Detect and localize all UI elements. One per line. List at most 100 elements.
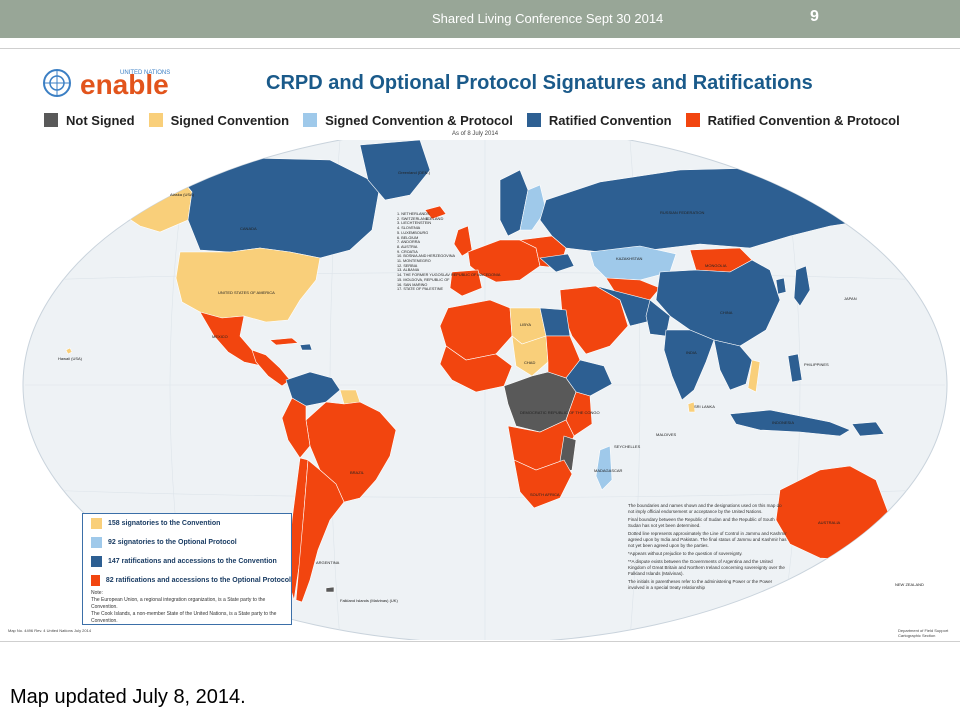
label-seychelles: SEYCHELLES: [614, 444, 641, 449]
counts-note-title: Note:: [91, 590, 103, 596]
europe-list-item: 4. SLOVENIA: [397, 226, 421, 231]
europe-list-item: 7. ANDORRA: [397, 240, 420, 245]
papua-new-guinea: [851, 421, 885, 437]
label-alaska: Alaska (USA): [170, 192, 195, 197]
label-india: INDIA: [686, 350, 697, 355]
label-dr-congo: DEMOCRATIC REPUBLIC OF THE CONGO: [520, 410, 600, 415]
label-libya: LIBYA: [520, 322, 532, 327]
legend-swatch: [44, 113, 58, 127]
peru-bolivia: [281, 397, 311, 459]
label-china: CHINA: [720, 310, 733, 315]
iberia: [449, 269, 483, 297]
disclaimer-note: The initials in parentheses refer to the…: [628, 579, 773, 590]
un-enable-logo: enable UNITED NATIONS: [43, 69, 170, 100]
counts-label: 82 ratifications and accessions to the O…: [105, 577, 291, 584]
europe-list-item: 15. MOLDOVA, REPUBLIC OF: [397, 277, 450, 282]
usa: [175, 247, 321, 323]
label-philippines: PHILIPPINES: [804, 362, 829, 367]
label-madagascar: MADAGASCAR: [594, 468, 623, 473]
counts-label: 92 signatories to the Optional Protocol: [108, 539, 237, 546]
logo-small-text: UNITED NATIONS: [120, 70, 170, 76]
india: [663, 329, 715, 401]
disclaimer-note: *Appears without prejudice to the questi…: [628, 551, 743, 556]
falklands: [325, 586, 335, 593]
madagascar: [595, 445, 613, 491]
southern-africa: [513, 459, 573, 509]
legend-swatch: [526, 113, 541, 127]
label-brazil: BRAZIL: [350, 470, 365, 475]
japan: [793, 265, 811, 307]
europe-numbered-list: 1. NETHERLANDS 2. SWITZERLAND 3. LIECHTE…: [397, 212, 500, 292]
slide-caption: Map updated July 8, 2014.: [10, 686, 246, 708]
disclaimer-note: Final boundary between the Republic of S…: [628, 517, 775, 528]
europe-list-item: 11. MONTENEGRO: [397, 259, 431, 264]
europe-list-item: 16. SAN MARINO: [397, 282, 428, 287]
ukraine: [539, 253, 575, 273]
kazakhstan: [589, 245, 677, 281]
tasmania: [849, 567, 861, 577]
legend-item-not-signed: Not Signed: [44, 113, 135, 128]
legend-swatch: [303, 113, 318, 127]
indonesia: [729, 409, 851, 437]
korea: [775, 277, 787, 295]
label-kazakhstan: KAZAKHSTAN: [616, 256, 643, 261]
label-new-zealand: NEW ZEALAND: [895, 582, 924, 587]
legend-label: Ratified Convention: [548, 112, 672, 128]
europe-list-item: 17. STATE OF PALESTINE: [397, 287, 443, 292]
label-hawaii: Hawaii (USA): [58, 356, 83, 361]
uk-ireland: [453, 225, 473, 257]
label-sri-lanka: SRI LANKA: [694, 404, 715, 409]
map-disclaimer-notes: The boundaries and names shown and the d…: [628, 503, 788, 593]
counts-row: 92 signatories to the Optional Protocol: [83, 533, 291, 552]
sri-lanka: [687, 401, 696, 413]
label-greenland: Greenland (DEN.): [398, 170, 431, 175]
counts-swatch: [91, 556, 102, 567]
europe-list-item: 5. LUXEMBOURG: [397, 230, 429, 235]
europe-list-item: 12. SERBIA: [397, 263, 418, 268]
philippines: [787, 353, 803, 383]
legend-swatch: [685, 113, 700, 127]
disclaimer-note: The boundaries and names shown and the d…: [628, 503, 782, 514]
counts-swatch: [91, 537, 102, 548]
label-usa: UNITED STATES OF AMERICA: [218, 290, 275, 295]
label-canada: CANADA: [240, 226, 257, 231]
europe-list-item: 14. THE FORMER YUGOSLAV REPUBLIC OF MACE…: [397, 273, 501, 278]
europe-list-item: 13. ALBANIA: [397, 268, 420, 273]
map-department: Department of Field Support Cartographic…: [898, 628, 949, 638]
map-number: Map No. 4496 Rev. 4 United Nations July …: [8, 628, 92, 633]
map-legend: Not Signed Signed Convention Signed Conv…: [44, 110, 914, 130]
label-mexico: MEXICO: [212, 334, 228, 339]
disclaimer-note: Dotted line represents approximately the…: [628, 531, 787, 548]
counts-label: 147 ratifications and accessions to the …: [108, 558, 277, 565]
europe-list-item: 10. BOSNIA AND HERZEGOVINA: [397, 254, 456, 259]
legend-label: Signed Convention & Protocol: [325, 112, 513, 128]
slide-number: 9: [810, 8, 819, 25]
brazil: [305, 401, 397, 503]
counts-note: The European Union, a regional integrati…: [91, 597, 266, 610]
label-falklands: Falkland Islands (Malvinas) (UK): [340, 598, 398, 603]
label-australia: AUSTRALIA: [818, 520, 841, 525]
label-indonesia: INDONESIA: [772, 420, 795, 425]
counts-swatch: [91, 518, 102, 529]
counts-legend-box: 158 signatories to the Convention 92 sig…: [82, 513, 292, 625]
canada: [177, 157, 381, 259]
legend-item-signed-protocol: Signed Convention & Protocol: [303, 113, 513, 128]
hawaii: [65, 347, 73, 355]
slide-header-bar: Shared Living Conference Sept 30 2014 9: [0, 0, 960, 38]
legend-label: Not Signed: [66, 112, 135, 128]
legend-swatch: [148, 113, 163, 127]
as-of-date: As of 8 July 2014: [452, 131, 499, 137]
slide-header-title: Shared Living Conference Sept 30 2014: [432, 11, 664, 26]
counts-swatch: [91, 575, 100, 586]
europe-list-item: 8. AUSTRIA: [397, 244, 418, 249]
caribbean: [299, 343, 313, 351]
counts-row: 82 ratifications and accessions to the O…: [83, 571, 291, 590]
label-chad: CHAD: [524, 360, 536, 365]
east-africa: [565, 391, 593, 437]
europe-list-item: 1. NETHERLANDS: [397, 212, 430, 216]
legend-item-ratified: Ratified Convention: [526, 112, 672, 128]
counts-row: 147 ratifications and accessions to the …: [83, 552, 291, 571]
label-mongolia: MONGOLIA: [705, 263, 727, 268]
label-south-africa: SOUTH AFRICA: [530, 492, 560, 497]
legend-label: Ratified Convention & Protocol: [707, 112, 900, 128]
